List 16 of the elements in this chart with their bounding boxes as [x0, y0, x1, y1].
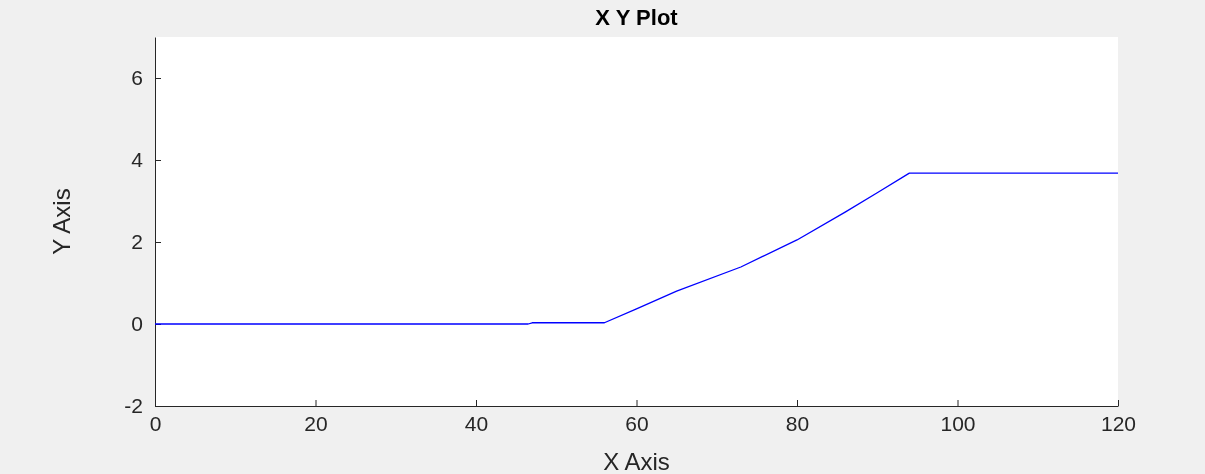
x-tick-label: 100 — [940, 411, 976, 435]
y-tick-label: 0 — [131, 312, 143, 336]
y-tick-label: 6 — [131, 66, 143, 90]
x-tick-label: 20 — [304, 411, 328, 435]
line-series — [154, 172, 1119, 325]
x-tick-label: 120 — [1100, 411, 1137, 435]
x-tick-label: 40 — [464, 411, 489, 435]
y-axis-title: Y Axis — [48, 188, 75, 255]
x-axis-title: X Axis — [603, 448, 670, 474]
x-tick-label: 80 — [785, 411, 810, 435]
y-tick-label: 4 — [131, 148, 144, 172]
x-tick-label: 0 — [149, 411, 162, 435]
chart-title: X Y Plot — [595, 5, 679, 30]
x-tick-label: 60 — [625, 411, 649, 435]
y-tick-label: -2 — [124, 394, 143, 418]
y-tick-label: 2 — [131, 230, 143, 254]
